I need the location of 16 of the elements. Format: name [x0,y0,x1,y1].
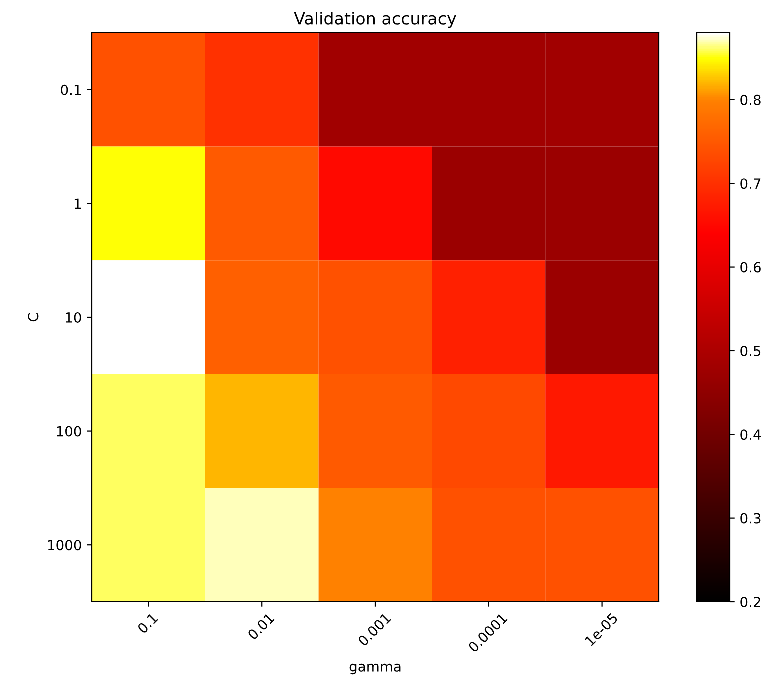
x-tick-label: 0.1 [136,612,158,634]
color-bar-label: 0.4 [740,430,762,440]
y-tick-label: 10 [66,312,82,323]
y-tick-label: 1 [74,198,81,209]
chart-title: Validation accuracy [294,12,456,28]
color-bar-label: 0.8 [740,94,761,106]
color-bar-label: 0.5 [740,346,761,356]
y-axis-title: C [28,313,39,322]
color-bar-label: 0.2 [740,596,760,608]
color-bar-label: 0.3 [740,513,761,524]
y-tick-label: 100 [57,426,82,437]
x-axis-title: gamma [350,664,401,675]
y-tick-label: 1000 [48,540,82,551]
y-tick-label: 0.1 [61,84,81,96]
color-bar-label: 0.6 [740,262,761,273]
color-bar-label: 0.7 [740,178,761,190]
